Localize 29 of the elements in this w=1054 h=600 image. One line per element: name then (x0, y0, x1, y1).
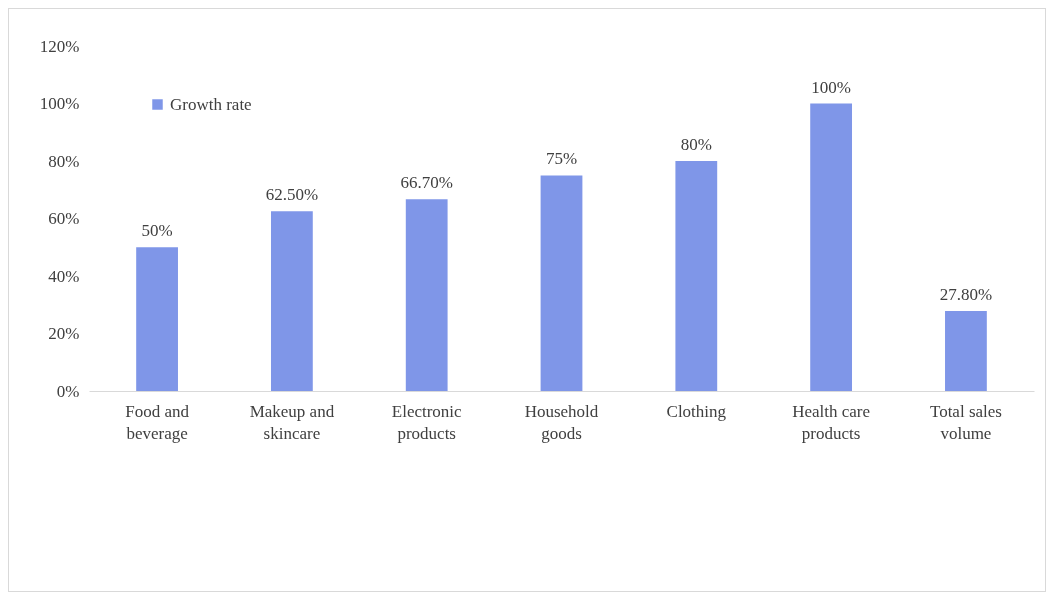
data-label: 27.80% (939, 285, 993, 305)
bar (810, 103, 853, 391)
bar (945, 311, 987, 391)
y-tick-label: 0% (56, 381, 80, 401)
y-tick-label: 80% (48, 151, 80, 171)
data-label: 66.70% (400, 173, 453, 193)
x-tick-label: Household goods (524, 401, 599, 443)
data-label: 80% (680, 135, 712, 154)
x-tick-label: Electronic products (391, 401, 463, 443)
y-tick-label: 40% (48, 266, 80, 286)
data-label: 62.50% (265, 185, 319, 205)
y-tick-label: 100% (39, 94, 80, 113)
data-label: 100% (811, 77, 851, 97)
y-tick-label: 20% (48, 324, 80, 343)
x-tick-label: Makeup and skincare (249, 401, 335, 443)
legend-label: Growth rate (170, 94, 252, 114)
bar (675, 161, 718, 391)
bar (136, 247, 178, 391)
bar (270, 211, 313, 391)
x-tick-label: Clothing (666, 401, 727, 421)
data-label: 75% (545, 149, 578, 169)
y-tick-label: 120% (39, 36, 80, 56)
x-tick-label: Total sales volume (929, 401, 1002, 443)
bar (405, 199, 448, 391)
x-tick-label: Health care products (792, 401, 871, 443)
bar (540, 175, 583, 391)
data-label: 50% (141, 221, 173, 241)
y-tick-label: 60% (48, 209, 80, 228)
x-tick-label: Food and beverage (125, 401, 190, 443)
